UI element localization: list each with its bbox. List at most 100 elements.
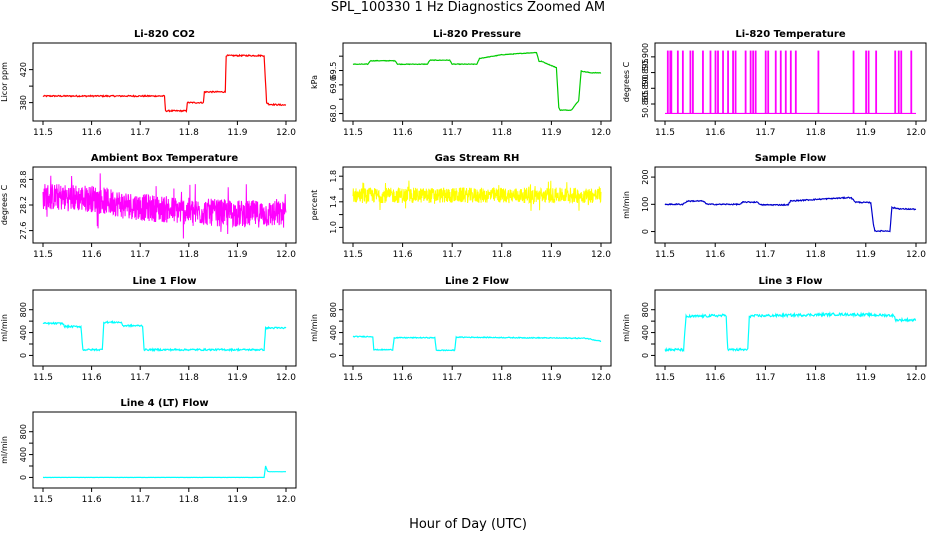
x-tick-label: 11.5 [655,373,675,383]
x-tick-label: 11.8 [179,373,199,383]
plot-frame [342,42,612,122]
x-tick-label: 11.5 [33,373,53,383]
y-tick-label: 800 [19,424,28,439]
x-tick-label: 12.0 [591,128,611,138]
spike-mark [727,50,729,114]
panel-title: Li-820 Pressure [433,29,521,40]
panel-3: Li-820 Temperature degrees C 11.5 11.6 11.7 1… [622,29,927,138]
plot-frame [654,166,927,244]
y-axis-label: ml/min [0,436,9,464]
x-tick-label: 11.9 [856,373,876,383]
x-tick-label: 11.6 [82,373,102,383]
spike-mark [666,50,669,114]
x-tick-label: 11.8 [492,373,512,383]
x-tick-label: 12.0 [276,128,296,138]
spike-mark [774,50,777,114]
spike-mark [732,50,734,114]
spike-mark [734,50,737,114]
panel-title: Line 4 (LT) Flow [120,398,208,409]
y-tick-label: 1.0 [329,221,338,234]
figure-title: SPL_100330 1 Hz Diagnostics Zoomed AM [330,0,606,15]
series-line [352,51,602,112]
spike-mark [875,50,878,114]
plot-frame [32,411,297,489]
spike-mark [779,50,782,114]
x-tick-label: 12.0 [276,373,296,383]
spike-mark [752,50,755,114]
x-tick-label: 11.6 [705,128,725,138]
x-tick-label: 11.5 [343,128,363,138]
y-axis-label: degrees C [0,184,9,225]
y-tick-label: 0 [19,475,28,480]
x-tick-label: 11.7 [130,250,150,260]
y-tick-label: 400 [19,447,28,462]
y-axis-label: percent [310,190,319,221]
panel-title: Line 2 Flow [445,276,509,287]
panel-8: Line 2 Flow ml/min 11.5 11.6 11.7 11.8 11.9 12.… [310,276,612,383]
spike-mark [794,50,797,114]
y-tick-label: 800 [329,302,338,317]
y-tick-label: 200 [641,169,650,184]
panel-10: Line 4 (LT) Flow ml/min 11.5 11.6 11.7 11.8 11… [0,398,297,505]
series-line [352,180,602,211]
x-tick-label: 12.0 [906,373,926,383]
x-tick-label: 11.7 [442,128,462,138]
plot-frame [654,289,927,367]
x-tick-label: 11.8 [806,250,826,260]
x-tick-label: 12.0 [276,250,296,260]
x-tick-label: 12.0 [591,250,611,260]
x-tick-label: 11.6 [82,128,102,138]
y-tick-label: 1.4 [329,195,338,208]
y-tick-label: 0 [641,229,650,234]
x-tick-label: 11.8 [179,250,199,260]
x-tick-label: 11.9 [541,373,561,383]
spike-mark [900,50,903,114]
series-line [42,53,287,113]
x-tick-label: 11.6 [393,373,413,383]
y-tick-label: 50.895 [641,59,650,87]
spike-mark [764,50,767,114]
spike-mark [669,50,672,114]
y-tick-label: 100 [641,197,650,212]
spike-mark [744,50,747,114]
y-tick-label: 68.0 [329,105,338,123]
panel-1: Li-820 CO2 Licor ppm 11.5 11.6 11.7 11.8 11.9 1… [0,29,297,138]
spike-mark [681,50,684,114]
series-line [42,320,287,353]
y-axis-label: ml/min [310,314,319,342]
panel-title: Li-820 Temperature [735,29,845,40]
y-axis-label: kPa [310,75,319,89]
x-tick-label: 11.7 [755,128,775,138]
y-tick-label: 380 [19,95,28,110]
x-tick-label: 11.8 [806,128,826,138]
y-tick-label: 400 [329,325,338,340]
x-tick-label: 11.5 [33,495,53,505]
spike-mark [910,50,913,114]
spike-mark [817,50,820,114]
x-tick-label: 11.8 [492,250,512,260]
x-tick-label: 11.8 [492,128,512,138]
spike-mark [717,50,719,114]
y-tick-label: 50.900 [641,43,650,71]
plot-frame [32,289,297,367]
x-tick-label: 11.6 [705,373,725,383]
x-tick-label: 11.6 [82,495,102,505]
panel-title: Line 3 Flow [759,276,823,287]
x-tick-label: 11.6 [82,250,102,260]
x-tick-label: 11.7 [130,495,150,505]
y-tick-label: 0 [641,353,650,358]
spike-mark [692,50,694,114]
series-line [352,335,602,352]
spike-mark [897,50,900,114]
y-tick-label: 400 [19,325,28,340]
x-tick-label: 11.8 [806,373,826,383]
y-tick-label: 69.5 [329,62,338,80]
y-tick-label: 800 [641,302,650,317]
x-tick-label: 11.7 [755,373,775,383]
spike-mark [722,50,724,114]
x-axis-title: Hour of Day (UTC) [409,517,527,532]
x-tick-label: 11.9 [541,250,561,260]
y-axis-label: ml/min [622,314,631,342]
spike-mark [789,50,792,114]
